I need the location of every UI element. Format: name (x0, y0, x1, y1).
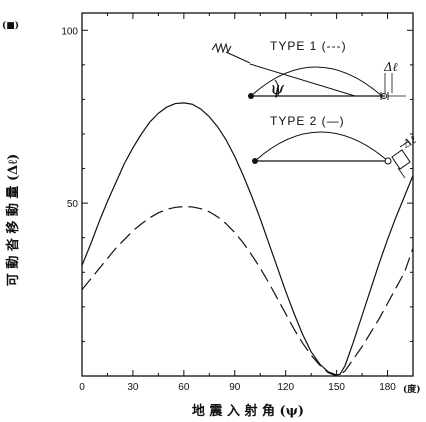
x-axis-title: 地 震 入 射 角 (ψ) (192, 403, 304, 419)
angle-symbol: ψ (270, 78, 285, 99)
y-tick-label: 100 (61, 26, 78, 37)
displacement-symbol-type1: Δℓ (383, 60, 398, 74)
wave-direction-line (249, 63, 356, 97)
legend-type1-label: TYPE 1 (---) (270, 39, 347, 53)
x-unit-label: (度) (403, 383, 421, 395)
movable-bearing-icon (384, 157, 392, 165)
bridge-diagram-inset: TYPE 1 (---) ψ Δℓ TYPE 2 (—) Δℓ (211, 39, 419, 179)
y-unit-label: (■) (2, 20, 19, 31)
displacement-symbol-type2: Δℓ (400, 133, 419, 151)
y-axis-title: 可 動 沓 移 動 量 (Δℓ) (5, 154, 21, 286)
fixed-bearing-icon (252, 158, 258, 164)
x-tick-label: 0 (79, 382, 85, 393)
series-type1-dashed-line (81, 206, 414, 377)
chart-axes (81, 12, 414, 377)
seismic-wave-icon (211, 42, 251, 64)
displacement-box-type2 (391, 140, 411, 179)
bridge-arch-type1 (250, 66, 383, 97)
x-tick-label: 150 (328, 382, 345, 393)
series-type2-solid-line (81, 102, 414, 376)
plot-frame (81, 12, 414, 377)
x-tick-label: 30 (127, 382, 139, 393)
tick-marks (81, 13, 414, 376)
y-tick-label: 50 (67, 199, 79, 210)
legend-type2-label: TYPE 2 (—) (270, 114, 345, 128)
x-tick-label: 120 (277, 382, 294, 393)
bridge-arch-type2 (254, 131, 389, 162)
tick-labels: 0 30 60 90 120 150 180 50 100 (61, 26, 396, 393)
x-tick-label: 60 (178, 382, 190, 393)
data-series (81, 102, 414, 377)
x-tick-label: 90 (229, 382, 241, 393)
angle-arc (274, 79, 280, 97)
fixed-bearing-icon (248, 93, 254, 99)
x-tick-label: 180 (379, 382, 396, 393)
